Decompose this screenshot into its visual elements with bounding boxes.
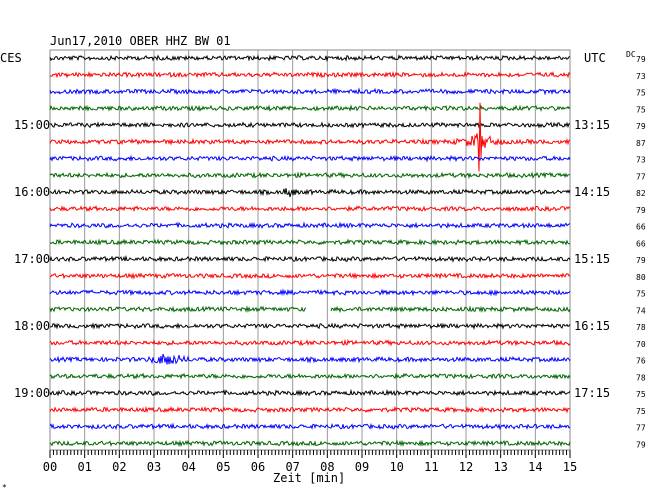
- left-timezone-label: CES: [0, 51, 22, 65]
- dc-value: 66: [636, 239, 646, 248]
- left-hour-label: 19:00: [14, 386, 50, 400]
- left-hour-label: 17:00: [14, 252, 50, 266]
- trace-row: [49, 305, 571, 314]
- x-tick-label: 12: [459, 460, 473, 474]
- x-tick-label: 10: [389, 460, 403, 474]
- trace-row: [49, 353, 571, 365]
- left-hour-label: 15:00: [14, 118, 50, 132]
- right-timezone-label: UTC: [584, 51, 606, 65]
- trace-row: [49, 54, 571, 63]
- dc-value: 79: [636, 55, 646, 64]
- x-tick-label: 01: [77, 460, 91, 474]
- left-hour-label: 18:00: [14, 319, 50, 333]
- trace-row: [49, 204, 571, 213]
- trace-row: [49, 221, 571, 229]
- trace-row: [49, 372, 571, 380]
- trace-row: [49, 254, 571, 263]
- dc-value: 74: [636, 306, 646, 315]
- dc-value: 77: [636, 172, 646, 181]
- x-tick-label: 11: [424, 460, 438, 474]
- dc-value: 79: [636, 206, 646, 215]
- trace-row: [49, 439, 571, 448]
- dc-value: 75: [636, 105, 646, 114]
- right-hour-label: 16:15: [574, 319, 610, 333]
- x-tick-label: 09: [355, 460, 369, 474]
- traces: [49, 54, 571, 448]
- trace-row: [49, 388, 571, 397]
- trace-row: [49, 121, 570, 129]
- corner-mark: *: [2, 483, 7, 492]
- x-tick-label: 14: [528, 460, 542, 474]
- trace-row: [49, 104, 571, 112]
- dc-value: 75: [636, 390, 646, 399]
- trace-row: [49, 288, 571, 297]
- x-tick-label: 05: [216, 460, 230, 474]
- dc-value: 70: [636, 340, 646, 349]
- dc-value: 79: [636, 122, 646, 131]
- right-hour-label: 17:15: [574, 386, 610, 400]
- dc-value: 82: [636, 189, 646, 198]
- trace-row: [49, 322, 571, 331]
- dc-value: 76: [636, 357, 646, 366]
- trace-row: [49, 154, 571, 163]
- right-hour-label: 15:15: [574, 252, 610, 266]
- x-tick-label: 06: [251, 460, 265, 474]
- left-hour-label: 16:00: [14, 185, 50, 199]
- x-tick-label: 03: [147, 460, 161, 474]
- x-tick-label: 15: [563, 460, 577, 474]
- dc-value: 87: [636, 139, 646, 148]
- right-hour-label: 13:15: [574, 118, 610, 132]
- dc-value: 78: [636, 373, 646, 382]
- trace-row: [49, 87, 571, 96]
- dc-value: 66: [636, 223, 646, 232]
- row-labels: 15:00 16:00 17:00 18:00 19:00 13:15 14:15 15:15…: [14, 55, 646, 449]
- x-tick-label: 08: [320, 460, 334, 474]
- x-tick-label: 00: [43, 460, 57, 474]
- trace-row: [49, 188, 571, 198]
- dc-value: 75: [636, 407, 646, 416]
- x-tick-label: 04: [181, 460, 195, 474]
- trace-row: [49, 271, 571, 280]
- dc-label: DC: [626, 50, 636, 59]
- dc-value: 79: [636, 440, 646, 449]
- x-tick-label: 02: [112, 460, 126, 474]
- dc-value: 75: [636, 89, 646, 98]
- trace-row: [49, 405, 571, 414]
- x-axis: 00 01 02 03 04 05 06 07 08 09 10 11 12 13 14 15: [43, 450, 577, 474]
- dc-value: 79: [636, 256, 646, 265]
- trace-row: [49, 102, 571, 172]
- chart-title: Jun17,2010 OBER HHZ BW 01: [50, 34, 231, 48]
- x-tick-label: 13: [493, 460, 507, 474]
- dc-value: 80: [636, 273, 646, 282]
- right-hour-label: 14:15: [574, 185, 610, 199]
- dc-value: 77: [636, 424, 646, 433]
- x-axis-label: Zeit [min]: [273, 471, 345, 485]
- trace-row: [49, 422, 571, 431]
- grid: [49, 49, 571, 451]
- trace-row: [49, 171, 571, 180]
- dc-value: 73: [636, 156, 646, 165]
- plot-frame: [49, 49, 571, 451]
- trace-row: [49, 70, 571, 79]
- dc-value: 73: [636, 72, 646, 81]
- x-tick-label: 07: [285, 460, 299, 474]
- dc-value: 75: [636, 290, 646, 299]
- trace-row: [49, 238, 571, 247]
- trace-row: [49, 338, 571, 347]
- dc-value: 78: [636, 323, 646, 332]
